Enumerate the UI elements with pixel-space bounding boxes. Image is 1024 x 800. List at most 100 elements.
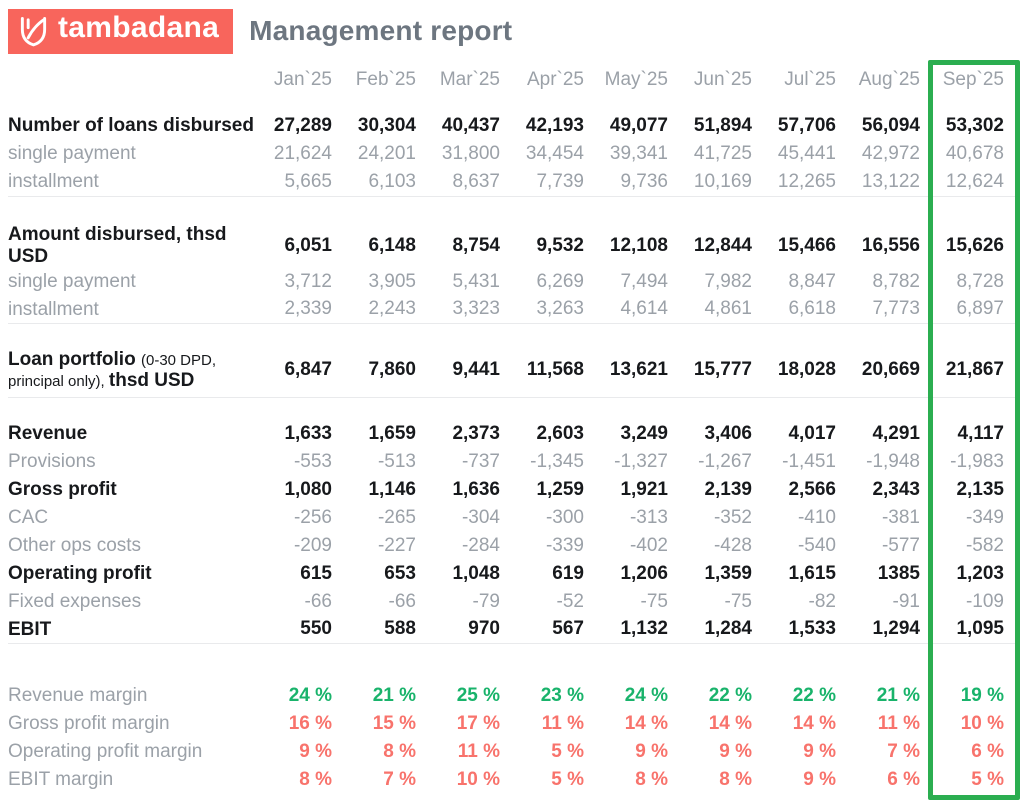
row-label-text: installment bbox=[8, 170, 99, 192]
cell-loan-portfolio-Aug`25: 20,669 bbox=[861, 359, 920, 381]
row-label-amount-disbursed: Amount disbursed, thsd USD bbox=[8, 224, 260, 268]
cell-provisions-Jul`25: -1,451 bbox=[782, 450, 836, 472]
cell-loan-portfolio-Sep`25: 21,867 bbox=[945, 359, 1004, 381]
row-label-number-of-loans-disbursed: Number of loans disbursed bbox=[8, 112, 260, 140]
table-row-operating-profit: Operating profit 615 653 1,048 619 1,206 1,359… bbox=[8, 560, 1016, 588]
row-label-amount-single-payment: single payment bbox=[8, 268, 260, 296]
cell-operating-profit-margin-Mar`25: 11 % bbox=[457, 740, 500, 762]
cell-gross-profit-Sep`25: 2,135 bbox=[956, 478, 1004, 500]
cell-ebit-margin-Aug`25: 6 % bbox=[887, 768, 920, 790]
cell-revenue-Apr`25: 2,603 bbox=[536, 422, 584, 444]
cell-other-ops-costs-Apr`25: -339 bbox=[545, 534, 584, 556]
corner-cell bbox=[8, 62, 260, 112]
section-divider bbox=[8, 195, 1016, 224]
row-label-text: Revenue margin bbox=[8, 684, 148, 706]
cell-amount-single-payment-Aug`25: 8,782 bbox=[872, 270, 920, 292]
cell-operating-profit-Aug`25: 1385 bbox=[877, 562, 920, 584]
table-row-gross-profit: Gross profit 1,080 1,146 1,636 1,259 1,921 2,1… bbox=[8, 476, 1016, 504]
cell-cac-Sep`25: -349 bbox=[965, 506, 1004, 528]
cell-other-ops-costs-Jul`25: -540 bbox=[797, 534, 836, 556]
cell-cac-Jun`25: -352 bbox=[713, 506, 752, 528]
cell-provisions-Mar`25: -737 bbox=[461, 450, 500, 472]
cell-ebit-Feb`25: 588 bbox=[384, 618, 416, 640]
cell-other-ops-costs-Aug`25: -577 bbox=[881, 534, 920, 556]
cell-number-of-loans-disbursed-Feb`25: 30,304 bbox=[357, 115, 416, 136]
cell-loans-installment-Jul`25: 12,265 bbox=[777, 170, 836, 192]
cell-gross-profit-Jan`25: 1,080 bbox=[284, 478, 332, 500]
cell-amount-single-payment-Jun`25: 7,982 bbox=[704, 270, 752, 292]
cell-fixed-expenses-Feb`25: -66 bbox=[388, 590, 416, 612]
cell-fixed-expenses-May`25: -75 bbox=[640, 590, 668, 612]
cell-amount-installment-Jan`25: 2,339 bbox=[284, 298, 332, 320]
cell-loan-portfolio-Jun`25: 15,777 bbox=[693, 359, 752, 381]
month-col-1: Feb`25 bbox=[355, 69, 416, 90]
cell-number-of-loans-disbursed-Apr`25: 42,193 bbox=[525, 115, 584, 136]
cell-fixed-expenses-Aug`25: -91 bbox=[892, 590, 920, 612]
cell-provisions-Sep`25: -1,983 bbox=[950, 450, 1004, 472]
month-col-7: Aug`25 bbox=[858, 69, 920, 90]
cell-amount-disbursed-Apr`25: 9,532 bbox=[536, 234, 584, 256]
table-row-gross-profit-margin: Gross profit margin 16 % 15 % 17 % 11 % 14 % 1… bbox=[8, 710, 1016, 738]
brand-name: tambadana bbox=[58, 11, 220, 44]
month-col-6: Jul`25 bbox=[784, 69, 836, 90]
cell-amount-single-payment-Jul`25: 8,847 bbox=[788, 270, 836, 292]
row-label-text: thsd USD bbox=[108, 370, 195, 392]
cell-gross-profit-Mar`25: 1,636 bbox=[452, 478, 500, 500]
row-label-text: single payment bbox=[8, 270, 136, 292]
header: tambadana Management report bbox=[8, 8, 1016, 54]
cell-other-ops-costs-May`25: -402 bbox=[629, 534, 668, 556]
cell-loans-installment-Feb`25: 6,103 bbox=[368, 170, 416, 192]
row-label-fixed-expenses: Fixed expenses bbox=[8, 588, 260, 616]
cell-loans-installment-Mar`25: 8,637 bbox=[452, 170, 500, 192]
cell-provisions-Jun`25: -1,267 bbox=[698, 450, 752, 472]
cell-revenue-margin-Aug`25: 21 % bbox=[876, 684, 920, 706]
section-divider-line bbox=[8, 397, 1016, 420]
cell-provisions-Aug`25: -1,948 bbox=[866, 450, 920, 472]
cell-amount-installment-Apr`25: 3,263 bbox=[536, 298, 584, 320]
cell-cac-May`25: -313 bbox=[629, 506, 668, 528]
cell-ebit-margin-Feb`25: 7 % bbox=[383, 768, 416, 790]
cell-loans-single-payment-Mar`25: 31,800 bbox=[441, 143, 500, 164]
cell-loans-single-payment-Feb`25: 24,201 bbox=[357, 143, 416, 164]
section-divider bbox=[8, 643, 1016, 682]
cell-amount-disbursed-Jul`25: 15,466 bbox=[777, 234, 836, 256]
table-row-ebit: EBIT 550 588 970 567 1,132 1,284 1,533 1,294 1,09… bbox=[8, 616, 1016, 644]
cell-revenue-margin-Mar`25: 25 % bbox=[456, 684, 500, 706]
cell-loans-installment-May`25: 9,736 bbox=[620, 170, 668, 192]
row-label-loans-installment: installment bbox=[8, 168, 260, 196]
month-col-8: Sep`25 bbox=[942, 69, 1004, 90]
cell-other-ops-costs-Jan`25: -209 bbox=[293, 534, 332, 556]
row-label-revenue-margin: Revenue margin bbox=[8, 682, 260, 710]
cell-amount-installment-Mar`25: 3,323 bbox=[452, 298, 500, 320]
cell-amount-installment-Sep`25: 6,897 bbox=[956, 298, 1004, 320]
table-row-loan-portfolio: Loan portfolio (0-30 DPD, principal only… bbox=[8, 344, 1016, 398]
cell-loan-portfolio-Apr`25: 11,568 bbox=[526, 359, 584, 381]
row-label-revenue: Revenue bbox=[8, 420, 260, 448]
cell-amount-single-payment-Mar`25: 5,431 bbox=[452, 270, 500, 292]
cell-number-of-loans-disbursed-Mar`25: 40,437 bbox=[441, 115, 500, 136]
cell-cac-Aug`25: -381 bbox=[881, 506, 920, 528]
report-table-body: Number of loans disbursed 27,289 30,304 40,… bbox=[8, 112, 1016, 794]
cell-operating-profit-margin-Feb`25: 8 % bbox=[383, 740, 416, 762]
table-row-amount-disbursed: Amount disbursed, thsd USD 6,051 6,148 8,75… bbox=[8, 224, 1016, 268]
cell-operating-profit-margin-May`25: 9 % bbox=[635, 740, 668, 762]
month-col-4: May`25 bbox=[604, 69, 668, 90]
cell-operating-profit-May`25: 1,206 bbox=[620, 562, 668, 584]
cell-ebit-Jan`25: 550 bbox=[300, 618, 332, 640]
cell-amount-disbursed-Aug`25: 16,556 bbox=[861, 234, 920, 256]
row-label-text: single payment bbox=[8, 143, 136, 165]
cell-number-of-loans-disbursed-Aug`25: 56,094 bbox=[861, 115, 920, 136]
cell-operating-profit-margin-Jun`25: 9 % bbox=[719, 740, 752, 762]
cell-loan-portfolio-Jan`25: 6,847 bbox=[284, 359, 332, 381]
cell-ebit-Aug`25: 1,294 bbox=[872, 618, 920, 640]
cell-amount-disbursed-Jan`25: 6,051 bbox=[284, 234, 332, 256]
row-label-text: Other ops costs bbox=[8, 534, 142, 556]
table-row-ebit-margin: EBIT margin 8 % 7 % 10 % 5 % 8 % 8 % 9 % 6 % 5 % bbox=[8, 766, 1016, 794]
cell-other-ops-costs-Sep`25: -582 bbox=[965, 534, 1004, 556]
cell-gross-profit-Jul`25: 2,566 bbox=[788, 478, 836, 500]
cell-operating-profit-Jun`25: 1,359 bbox=[704, 562, 752, 584]
cell-provisions-May`25: -1,327 bbox=[614, 450, 668, 472]
cell-loans-installment-Apr`25: 7,739 bbox=[536, 170, 584, 192]
cell-other-ops-costs-Jun`25: -428 bbox=[713, 534, 752, 556]
